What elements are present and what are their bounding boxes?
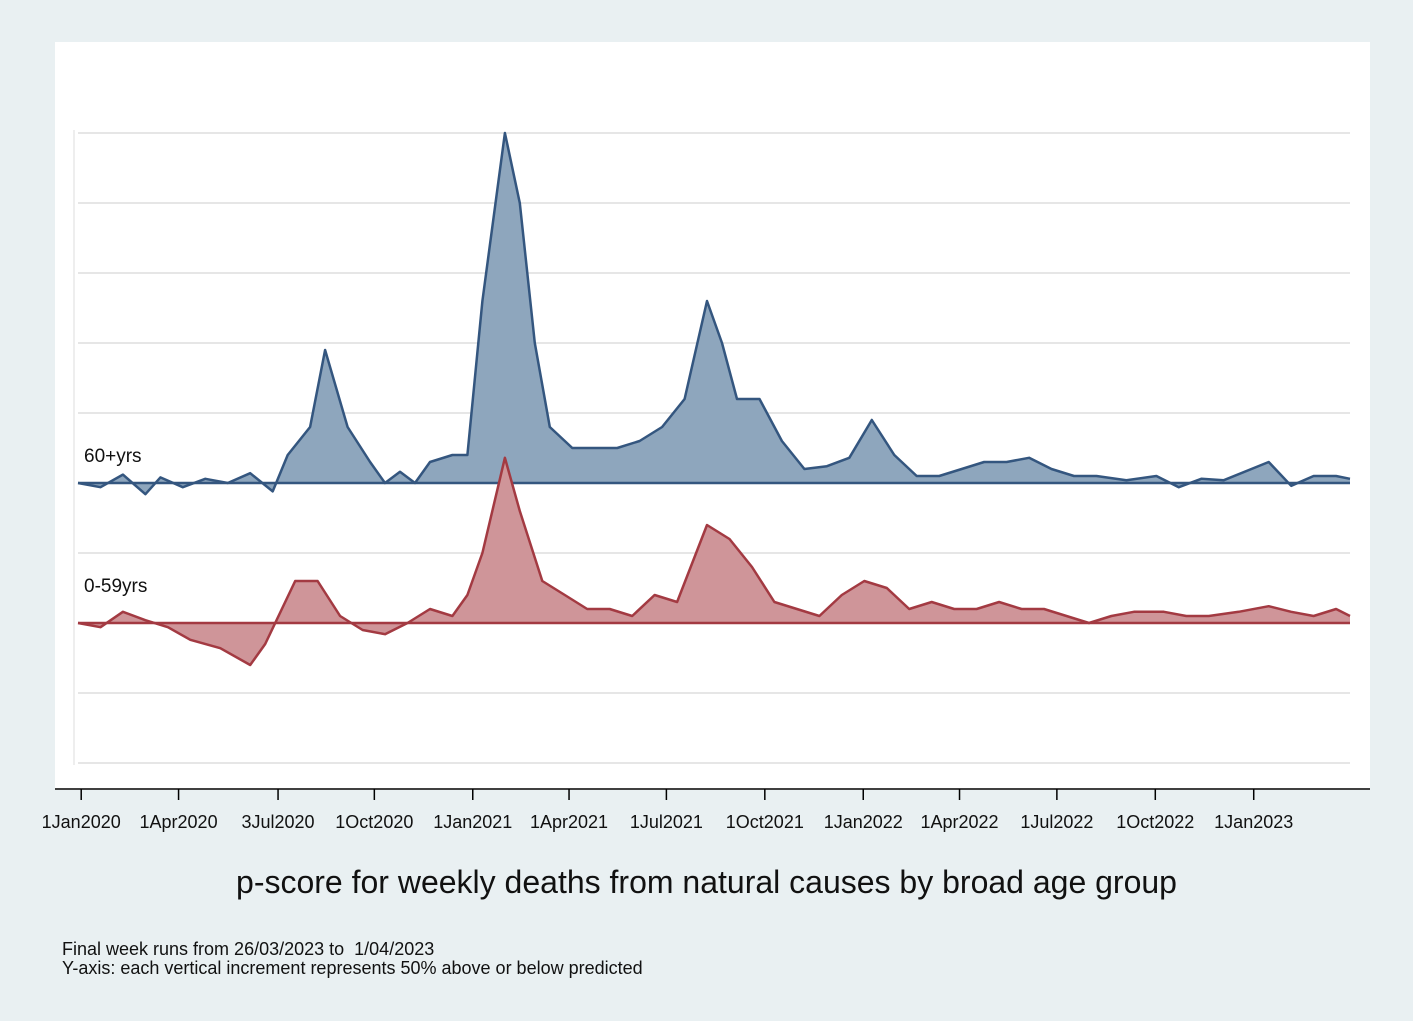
x-tick-label-2: 3Jul2020 <box>242 812 315 832</box>
chart-title: p-score for weekly deaths from natural c… <box>236 864 1177 900</box>
x-tick-label-8: 1Jan2022 <box>824 812 903 832</box>
x-tick-label-0: 1Jan2020 <box>42 812 121 832</box>
series-label-1: 0-59yrs <box>84 576 147 597</box>
series-labels: 60+yrs 0-59yrs <box>84 446 147 597</box>
series-label-0: 60+yrs <box>84 446 142 467</box>
chart: 1Jan2020 1Apr2020 3Jul2020 1Oct2020 1Jan2021… <box>42 130 1370 832</box>
x-tick-label-5: 1Apr2021 <box>530 812 608 832</box>
x-tick-label-4: 1Jan2021 <box>433 812 512 832</box>
note-y-axis: Y-axis: each vertical increment represen… <box>62 958 643 978</box>
x-tick-label-11: 1Oct2022 <box>1116 812 1194 832</box>
series-line-60-yrs <box>77 131 1351 496</box>
x-tick-label-7: 1Oct2021 <box>726 812 804 832</box>
x-tick-label-10: 1Jul2022 <box>1020 812 1093 832</box>
x-tick-label-1: 1Apr2020 <box>140 812 218 832</box>
series-area-0-59yrs <box>78 457 1350 665</box>
series-layer <box>77 131 1351 667</box>
series-area-60-yrs <box>78 133 1350 495</box>
x-axis: 1Jan2020 1Apr2020 3Jul2020 1Oct2020 1Jan2021… <box>42 788 1370 832</box>
x-tick-label-6: 1Jul2021 <box>630 812 703 832</box>
x-tick-label-12: 1Jan2023 <box>1214 812 1293 832</box>
note-final-week: Final week runs from 26/03/2023 to 1/04/… <box>62 939 435 959</box>
x-tick-label-9: 1Apr2022 <box>920 812 998 832</box>
x-tick-label-3: 1Oct2020 <box>335 812 413 832</box>
series-line-0-59yrs <box>77 456 1351 667</box>
